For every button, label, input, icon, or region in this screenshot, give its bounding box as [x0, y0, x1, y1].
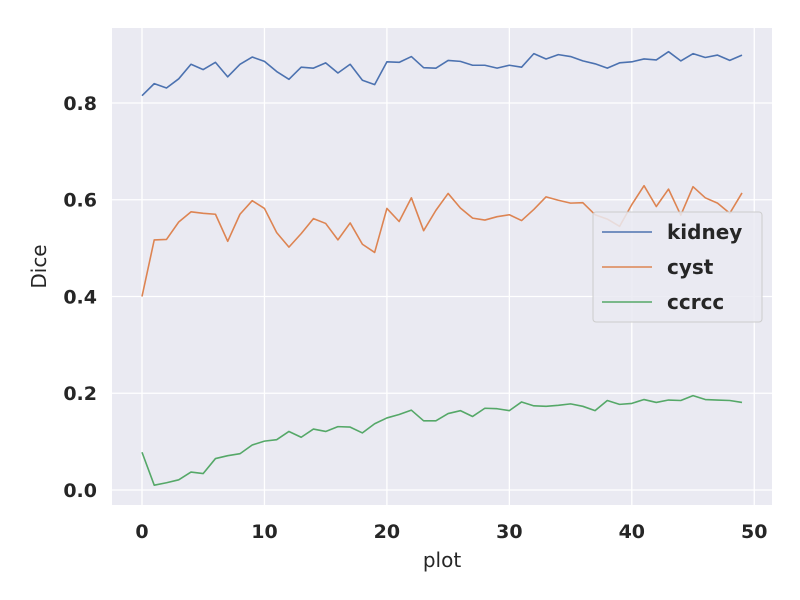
- legend-label-kidney: kidney: [667, 220, 742, 244]
- series-line-ccrcc: [141, 394, 743, 486]
- x-tick-label: 30: [496, 521, 522, 543]
- series-lines: [141, 50, 743, 486]
- x-tick-labels: 0 10 20 30 40 50: [135, 521, 767, 543]
- x-axis-label: plot: [423, 548, 461, 572]
- x-tick-label: 20: [374, 521, 400, 543]
- y-tick-label: 0.2: [63, 383, 97, 405]
- legend-frame: [592, 211, 763, 323]
- legend-label-ccrcc: ccrcc: [667, 290, 724, 314]
- y-axis-label: Dice: [27, 244, 51, 288]
- x-tick-label: 10: [251, 521, 277, 543]
- y-tick-label: 0.4: [63, 286, 97, 308]
- y-tick-label: 0.0: [63, 480, 97, 502]
- y-tick-label: 0.8: [63, 93, 97, 115]
- x-tick-label: 0: [135, 521, 148, 543]
- y-tick-label: 0.6: [63, 190, 97, 212]
- y-tick-labels: 0.0 0.2 0.4 0.6 0.8: [63, 93, 97, 502]
- x-tick-label: 50: [741, 521, 767, 543]
- series-line-kidney: [141, 50, 743, 97]
- series-line-cyst: [141, 184, 743, 297]
- legend-label-cyst: cyst: [667, 255, 714, 279]
- legend: kidney cyst ccrcc: [592, 211, 763, 323]
- x-tick-label: 40: [619, 521, 645, 543]
